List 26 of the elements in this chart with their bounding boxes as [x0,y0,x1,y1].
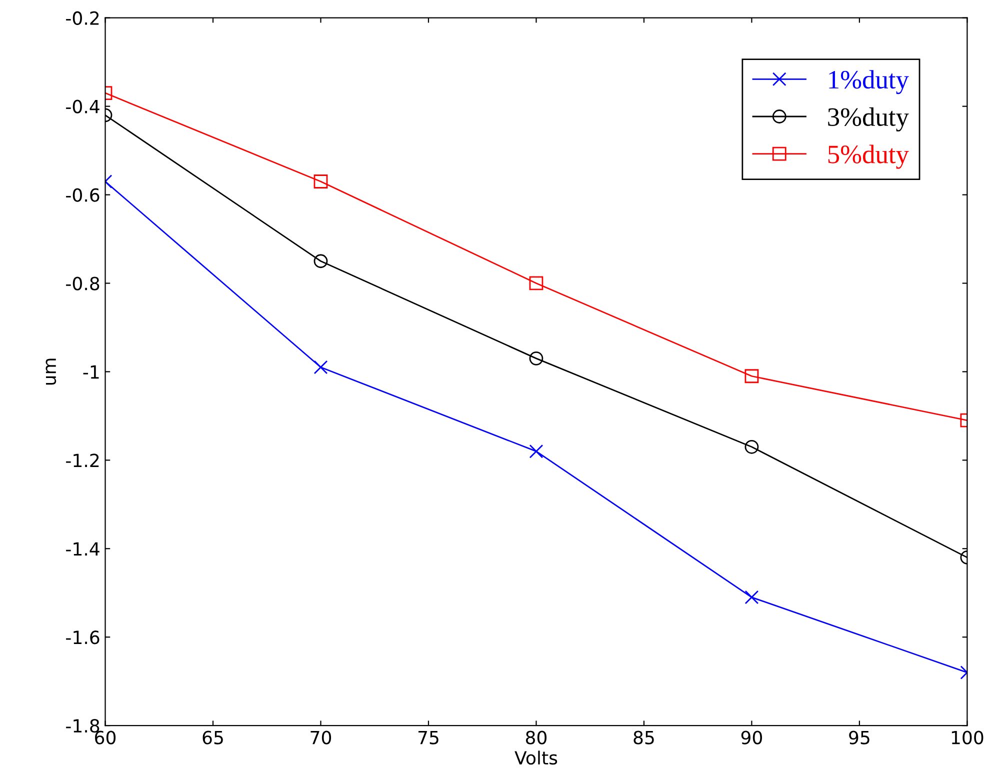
y-tick-label: -0.2 [66,11,99,25]
legend-label: 5%duty [828,144,909,169]
point [529,276,544,290]
point [529,351,544,366]
x-tick-label: 95 [849,730,870,744]
x-tick-label: 65 [202,730,223,744]
x-tick-label: 100 [952,730,984,744]
y-tick-label: -1.2 [66,454,99,468]
x-tick-label: 75 [418,730,438,744]
x-tick-label: 70 [310,730,332,744]
y-tick-label: -1 [83,365,99,379]
y-tick-label: -1.4 [66,542,100,556]
y-tick-label: -1.6 [66,630,100,644]
x-tick-label: 85 [634,730,654,744]
y-tick-label: -1.8 [66,719,100,733]
y-tick-label: -0.8 [66,276,100,290]
y-axis-title: um [46,358,56,385]
x-tick-label: 60 [95,730,116,744]
x-axis-title: Volts [514,750,558,765]
x-tick-label: 80 [526,730,547,744]
legend-label: 1%duty [829,70,909,94]
legend-label: 3%duty [828,107,909,132]
y-tick-label: -0.4 [66,100,100,114]
x-tick-label: 90 [741,730,762,744]
y-tick-label: -0.6 [66,188,100,202]
point [529,444,544,458]
